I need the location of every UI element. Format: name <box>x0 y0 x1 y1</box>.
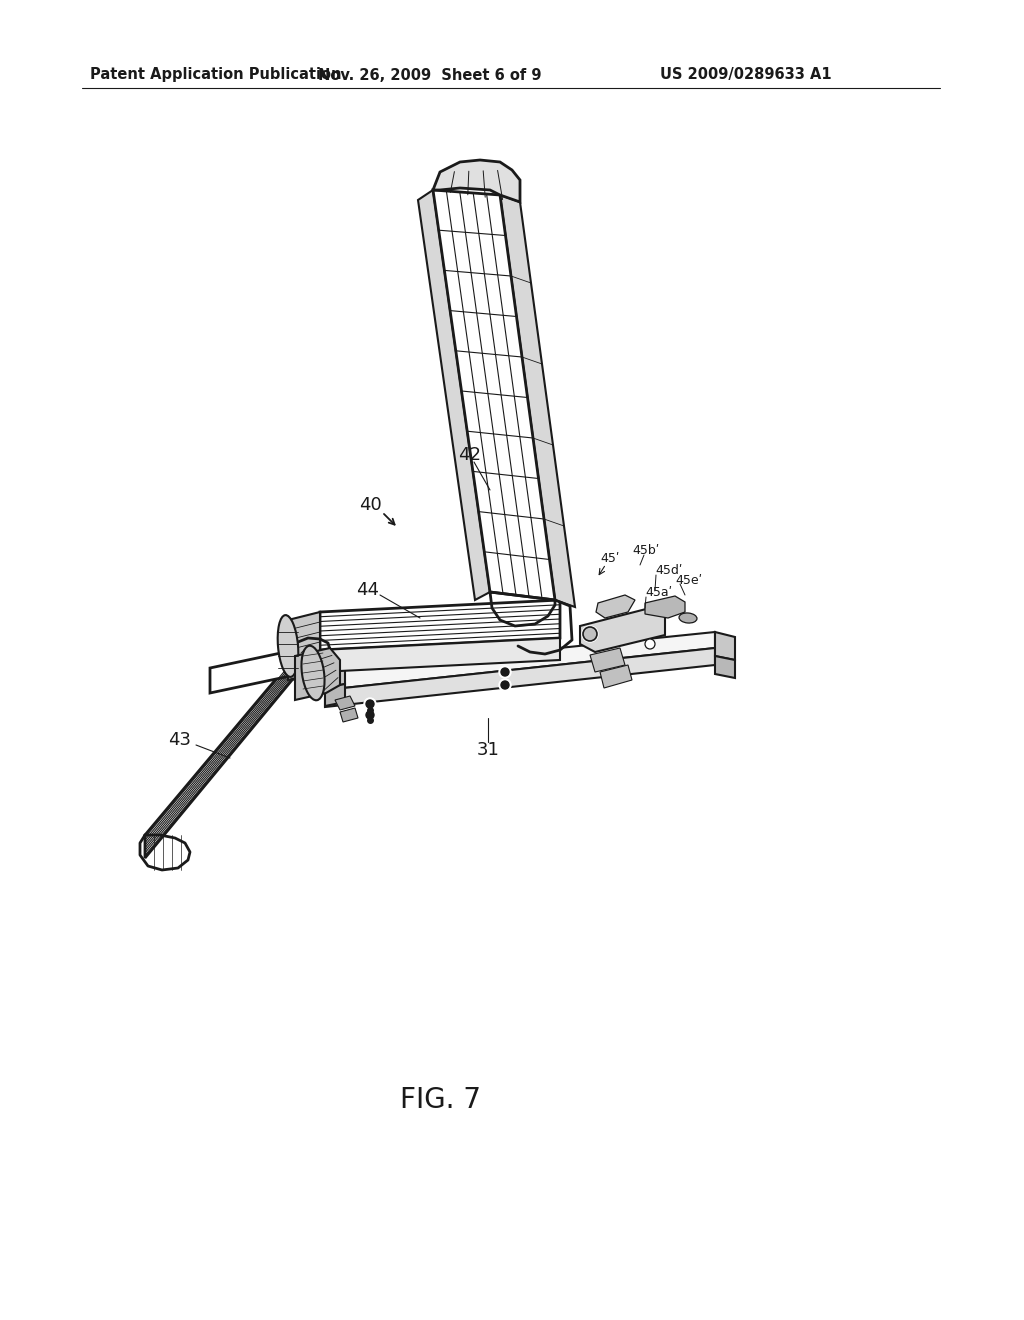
Polygon shape <box>580 609 665 652</box>
Circle shape <box>364 709 376 721</box>
Text: 40: 40 <box>358 496 381 513</box>
Text: 45eʹ: 45eʹ <box>675 573 702 586</box>
Polygon shape <box>596 595 635 618</box>
Ellipse shape <box>679 612 697 623</box>
Polygon shape <box>325 684 345 706</box>
Polygon shape <box>288 612 319 680</box>
Circle shape <box>366 711 374 719</box>
Polygon shape <box>590 648 625 672</box>
Text: FIG. 7: FIG. 7 <box>399 1086 480 1114</box>
Polygon shape <box>645 597 685 618</box>
Polygon shape <box>600 665 632 688</box>
Circle shape <box>501 668 509 676</box>
Ellipse shape <box>301 645 325 701</box>
Text: Nov. 26, 2009  Sheet 6 of 9: Nov. 26, 2009 Sheet 6 of 9 <box>318 67 542 82</box>
Circle shape <box>367 711 373 718</box>
Text: 44: 44 <box>356 581 380 599</box>
Circle shape <box>502 682 508 688</box>
Text: Patent Application Publication: Patent Application Publication <box>90 67 341 82</box>
Polygon shape <box>433 190 555 601</box>
Circle shape <box>582 626 598 642</box>
Circle shape <box>364 698 376 710</box>
Text: 43: 43 <box>169 731 191 748</box>
Polygon shape <box>715 656 735 678</box>
Polygon shape <box>325 648 715 708</box>
Circle shape <box>502 669 508 675</box>
Polygon shape <box>433 160 520 202</box>
Polygon shape <box>335 696 355 710</box>
Polygon shape <box>325 668 345 688</box>
Circle shape <box>501 681 509 689</box>
Polygon shape <box>292 655 310 680</box>
Circle shape <box>499 678 511 690</box>
Circle shape <box>499 667 511 678</box>
Text: 31: 31 <box>476 741 500 759</box>
Text: 45bʹ: 45bʹ <box>632 544 659 557</box>
Polygon shape <box>319 638 560 672</box>
Polygon shape <box>319 601 560 649</box>
Circle shape <box>366 700 374 708</box>
Polygon shape <box>145 660 292 858</box>
Text: 45dʹ: 45dʹ <box>655 564 682 577</box>
Circle shape <box>367 701 373 708</box>
Polygon shape <box>500 195 575 607</box>
Text: 45ʹ: 45ʹ <box>600 552 620 565</box>
Text: 45aʹ: 45aʹ <box>645 586 672 598</box>
Polygon shape <box>715 632 735 660</box>
Polygon shape <box>210 649 295 693</box>
Circle shape <box>583 627 597 642</box>
Text: US 2009/0289633 A1: US 2009/0289633 A1 <box>660 67 831 82</box>
Polygon shape <box>340 708 358 722</box>
Polygon shape <box>418 190 490 601</box>
Polygon shape <box>325 632 715 690</box>
Text: 42: 42 <box>459 446 481 465</box>
Polygon shape <box>295 648 340 700</box>
Ellipse shape <box>278 615 298 677</box>
Circle shape <box>645 639 655 649</box>
